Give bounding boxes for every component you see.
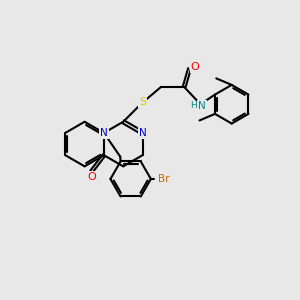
Text: H: H [190, 101, 196, 110]
Text: N: N [100, 128, 108, 138]
Text: S: S [139, 98, 146, 107]
Text: N: N [198, 101, 206, 111]
Text: O: O [190, 62, 199, 72]
Text: N: N [139, 128, 146, 138]
Text: Br: Br [158, 174, 169, 184]
Text: O: O [87, 172, 96, 182]
